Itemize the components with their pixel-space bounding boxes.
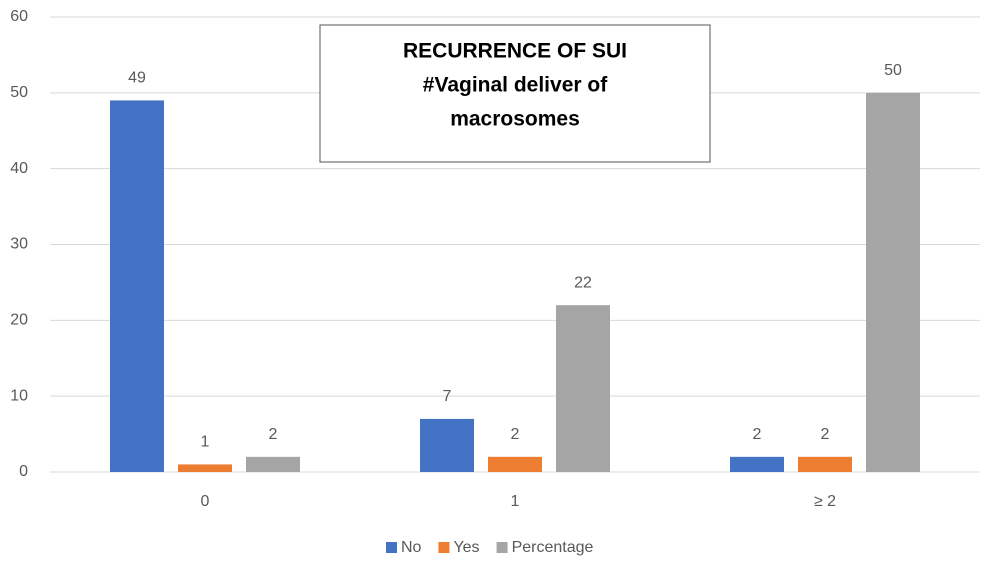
y-tick-label: 10 [10,387,28,404]
legend-label: No [401,539,422,556]
y-tick-label: 20 [10,312,28,329]
legend-swatch [386,542,397,553]
data-label: 2 [753,426,762,443]
bar [178,464,232,472]
y-tick-label: 60 [10,8,28,25]
legend-swatch [438,542,450,553]
y-tick-label: 40 [10,160,28,177]
data-label: 2 [511,426,520,443]
x-tick-label: 0 [201,493,210,510]
data-label: 2 [821,426,830,443]
bar [420,418,474,472]
bar [866,92,920,472]
bar [110,100,164,473]
y-tick-label: 50 [10,84,28,101]
bar [556,305,610,472]
x-tick-label: 1 [511,493,520,510]
data-label: 22 [574,274,592,291]
chart-title: RECURRENCE OF SUI [403,40,627,63]
y-tick-label: 0 [19,463,28,480]
title-box [319,24,711,163]
data-label: 7 [443,388,452,405]
chart-title: macrosomes [450,108,580,131]
legend-label: Yes [453,539,479,556]
data-label: 50 [884,62,902,79]
legend-label: Percentage [512,539,594,556]
bar [798,456,852,472]
bar [488,456,542,472]
x-tick-label: ≥ 2 [814,493,836,510]
chart-title: #Vaginal deliver of [423,74,608,97]
bar [246,456,300,472]
legend-swatch [496,542,508,553]
data-label: 2 [269,426,278,443]
data-label: 1 [201,434,210,451]
data-label: 49 [128,70,146,87]
y-tick-label: 30 [10,236,28,253]
bar [730,456,784,472]
